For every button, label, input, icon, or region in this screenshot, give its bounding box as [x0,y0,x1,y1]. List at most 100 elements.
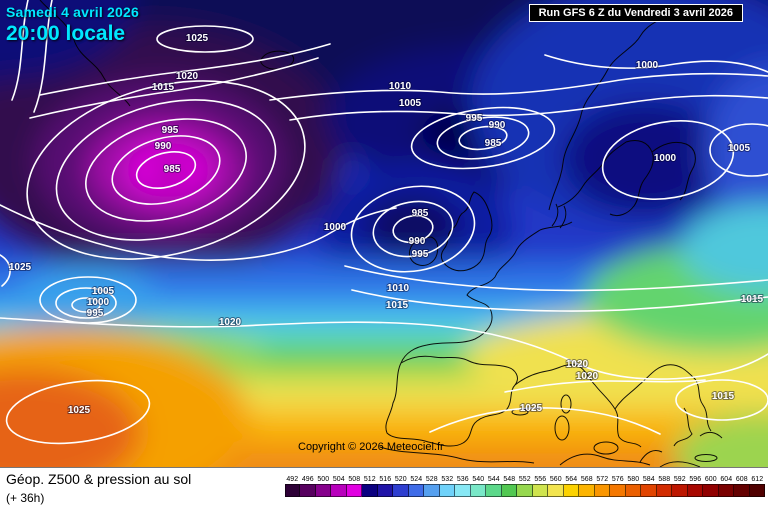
legend-cell: 548 [501,475,517,497]
legend-swatch [563,484,579,497]
legend-value: 580 [627,476,640,483]
legend-value: 568 [580,476,593,483]
legend-swatch [331,484,347,497]
legend-cell: 580 [625,475,641,497]
legend-cell: 496 [300,475,316,497]
forecast-date: Samedi 4 avril 2026 [6,4,139,20]
legend-swatch [393,484,409,497]
legend-cell: 556 [532,475,548,497]
legend-swatch [362,484,378,497]
legend-cell: 600 [703,475,719,497]
legend-swatch [749,484,765,497]
legend-cell: 608 [734,475,750,497]
run-info: Run GFS 6 Z du Vendredi 3 avril 2026 [528,4,743,22]
legend-swatch [315,484,331,497]
legend-swatch [284,484,300,497]
isobar-label: 1005 [399,98,422,109]
legend-value: 556 [534,476,547,483]
legend-swatch [672,484,688,497]
isobar-label: 1020 [576,371,599,382]
legend-value: 540 [472,476,485,483]
legend-value: 504 [332,476,345,483]
legend-swatch [424,484,440,497]
legend-value: 544 [487,476,500,483]
isobar-label: 1020 [176,71,199,82]
legend-swatch [656,484,672,497]
legend-swatch [439,484,455,497]
legend-swatch [346,484,362,497]
legend-swatch [408,484,424,497]
legend-cell: 564 [563,475,579,497]
isobar-label: 990 [409,236,426,247]
legend-cell: 516 [377,475,393,497]
legend-swatch [455,484,471,497]
legend-swatch [594,484,610,497]
legend-value: 560 [549,476,562,483]
legend-cell: 524 [408,475,424,497]
legend-value: 532 [441,476,454,483]
isobar-label: 1010 [387,283,410,294]
isobar-label-layer: 1025102010159959909851010100599599098510… [8,32,765,417]
legend-value: 604 [720,476,733,483]
isobar-label: 1025 [68,405,91,416]
legend-value: 516 [379,476,392,483]
isobar-label: 1025 [186,33,209,44]
legend-cell: 504 [331,475,347,497]
isobar-label: 1010 [389,81,412,92]
legend-value: 536 [456,476,469,483]
legend-cell: 492 [284,475,300,497]
isobar-label: 1000 [87,297,110,308]
legend-value: 508 [348,476,361,483]
legend-value: 576 [611,476,624,483]
footer-bar: Géop. Z500 & pression au sol (+ 36h) 492… [0,467,768,512]
isobar-label: 985 [412,208,429,219]
legend-swatch [718,484,734,497]
legend-value: 528 [425,476,438,483]
legend-swatch [641,484,657,497]
isobar-label: 1015 [386,300,409,311]
legend-value: 500 [317,476,330,483]
legend-cell: 528 [424,475,440,497]
legend-swatch [517,484,533,497]
weather-map-svg: 1025102010159959909851010100599599098510… [0,0,768,467]
legend-cell: 584 [641,475,657,497]
legend-value: 596 [689,476,702,483]
isobar-label: 995 [412,249,429,260]
legend-cell: 512 [362,475,378,497]
isobar-label: 1000 [636,60,659,71]
legend-value: 592 [673,476,686,483]
isobar-label: 1015 [152,82,175,93]
copyright-text: Copyright © 2026 Meteociel.fr [298,441,444,453]
isobar-label: 1025 [520,403,543,414]
legend-cell: 604 [718,475,734,497]
legend-swatch [625,484,641,497]
isobar-label: 1000 [324,222,347,233]
lead-time: (+ 36h) [6,491,45,505]
legend-value: 512 [363,476,376,483]
chart-title: Géop. Z500 & pression au sol [6,471,192,487]
legend-swatch [687,484,703,497]
legend-value: 548 [503,476,516,483]
legend-cell: 552 [517,475,533,497]
legend-value: 564 [565,476,578,483]
legend-swatch [579,484,595,497]
legend-value: 520 [394,476,407,483]
map-canvas: 1025 1020 1015 995 990 985 1010 1005 995 990 985 10… [0,0,768,467]
legend-value: 572 [596,476,609,483]
legend-value: 552 [518,476,531,483]
isobar-label: 990 [489,120,506,131]
forecast-time: 20:00 locale [6,22,126,45]
legend-value: 588 [658,476,671,483]
isobar-layer [0,0,768,445]
legend-cell: 536 [455,475,471,497]
isobar-label: 985 [485,138,502,149]
isobar-label: 995 [162,125,179,136]
isobar-label: 1025 [9,262,32,273]
legend-value: 608 [735,476,748,483]
legend-cell: 596 [687,475,703,497]
isobar-label: 985 [164,164,181,175]
legend-cell: 520 [393,475,409,497]
legend-cell: 592 [672,475,688,497]
legend-swatch [377,484,393,497]
